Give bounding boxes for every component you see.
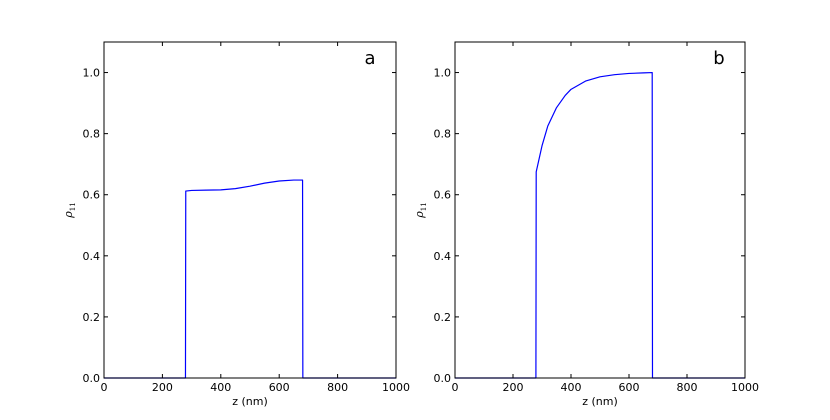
y-tick-label: 0.2 <box>434 311 452 324</box>
y-axis-label-subscript: 11 <box>420 202 428 211</box>
x-tick-label: 600 <box>619 381 640 394</box>
data-line <box>455 71 745 379</box>
y-tick-label: 0.8 <box>83 128 101 141</box>
x-tick-label: 200 <box>152 381 173 394</box>
x-tick-label: 0 <box>452 381 459 394</box>
x-tick-label: 0 <box>101 381 108 394</box>
x-tick-label: 400 <box>210 381 231 394</box>
axes-frame <box>454 41 746 379</box>
y-tick-label: 0.0 <box>434 372 452 385</box>
y-tick-label: 0.4 <box>434 250 452 263</box>
y-axis-label-symbol: ρ <box>62 211 75 219</box>
chart-panel-b: 0 200 400 600 800 1000 0.0 0.2 0.4 0.6 0.8 1.0 z (nm… <box>413 41 759 408</box>
y-tick-label: 0.4 <box>83 250 101 263</box>
y-tick-label: 0.6 <box>83 189 101 202</box>
x-tick-label: 1000 <box>382 381 410 394</box>
panel-letter: b <box>713 48 724 69</box>
x-tick-label: 1000 <box>731 381 759 394</box>
y-tick-label: 0.8 <box>434 128 452 141</box>
y-tick-label: 0.6 <box>434 189 452 202</box>
x-tick-label: 400 <box>561 381 582 394</box>
x-tick-label: 800 <box>677 381 698 394</box>
x-axis-label: z (nm) <box>232 395 268 408</box>
x-tick-label: 800 <box>327 381 348 394</box>
y-tick-label: 1.0 <box>83 67 101 80</box>
y-tick-label: 1.0 <box>434 67 452 80</box>
y-axis-label: ρ11 <box>62 202 77 218</box>
axes-frame <box>103 41 397 379</box>
x-axis-label: z (nm) <box>582 395 618 408</box>
data-line <box>104 179 396 379</box>
y-tick-label: 0.2 <box>83 311 101 324</box>
y-tick-label: 0.0 <box>83 372 101 385</box>
x-tick-label: 600 <box>269 381 290 394</box>
x-tick-label: 200 <box>503 381 524 394</box>
panel-letter: a <box>364 48 375 69</box>
y-axis-label-symbol: ρ <box>413 211 426 219</box>
chart-panel-a: 0 200 400 600 800 1000 0.0 0.2 0.4 0.6 0.8 1.0 z (nm… <box>62 41 410 408</box>
y-axis-label-subscript: 11 <box>69 202 77 211</box>
y-axis-label: ρ11 <box>413 202 428 218</box>
